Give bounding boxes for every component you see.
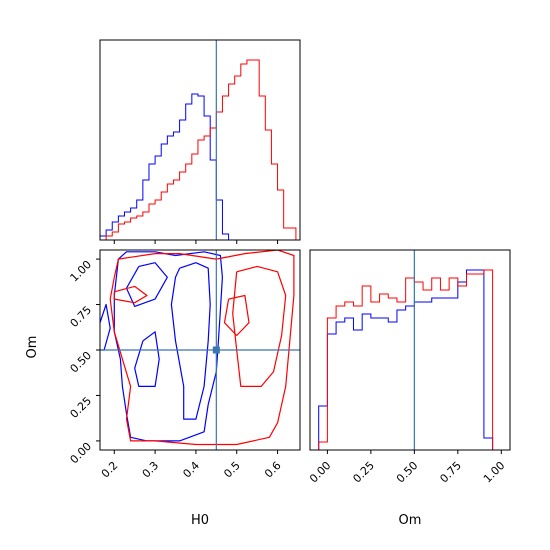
y-tick-label-4: 1.00: [68, 258, 95, 285]
y-tick-label-1: 0.25: [68, 394, 95, 421]
contour-0-2: [125, 262, 168, 307]
contour-1-1: [232, 265, 287, 387]
contour-0-1: [170, 262, 211, 420]
x-tick-label-0: 0.2: [99, 459, 121, 481]
x-axis-label-h0: H0: [191, 513, 209, 528]
om-marginal-panel: 0.00 0.25 0.50 0.75 1.00: [307, 249, 511, 486]
x-tick-label-3: 0.75: [437, 459, 464, 486]
x-tick-label-3: 0.5: [221, 459, 243, 481]
x-tick-label-2: 0.4: [180, 459, 202, 481]
hist-series-0: [318, 269, 502, 451]
contour-1-0: [109, 250, 295, 446]
contour-0-4: [100, 303, 111, 351]
y-tick-label-0: 0.00: [68, 440, 95, 467]
x-tick-label-0: 0.00: [307, 459, 334, 486]
hist-series-1: [100, 59, 297, 241]
x-tick-label-1: 0.25: [350, 459, 377, 486]
x-tick-label-1: 0.3: [140, 459, 162, 481]
contour-area: [100, 250, 295, 446]
hist-series-0: [99, 93, 296, 241]
x-axis-label-om: Om: [399, 513, 422, 528]
contour-1-3: [113, 285, 148, 304]
y-axis-label-om: Om: [25, 336, 40, 359]
y-tick-label-2: 0.50: [68, 349, 95, 376]
truth-marker: [212, 346, 220, 354]
contour-0-3: [134, 331, 160, 387]
x-tick-label-4: 1.00: [481, 459, 508, 486]
panel-frame: [99, 39, 301, 241]
panel-frame: [99, 249, 301, 451]
panel-frame: [309, 249, 511, 451]
hist-series-1: [318, 269, 502, 451]
h0-om-contour-panel: 0.2 0.3 0.4 0.5 0.6 0.00 0.25 0.50 0.75 1.00: [68, 249, 301, 481]
h0-marginal-panel: [99, 39, 301, 244]
contour-1-2: [223, 294, 250, 337]
x-tick-label-4: 0.6: [262, 459, 284, 481]
y-tick-label-3: 0.75: [68, 303, 95, 330]
x-tick-label-2: 0.50: [394, 459, 421, 486]
